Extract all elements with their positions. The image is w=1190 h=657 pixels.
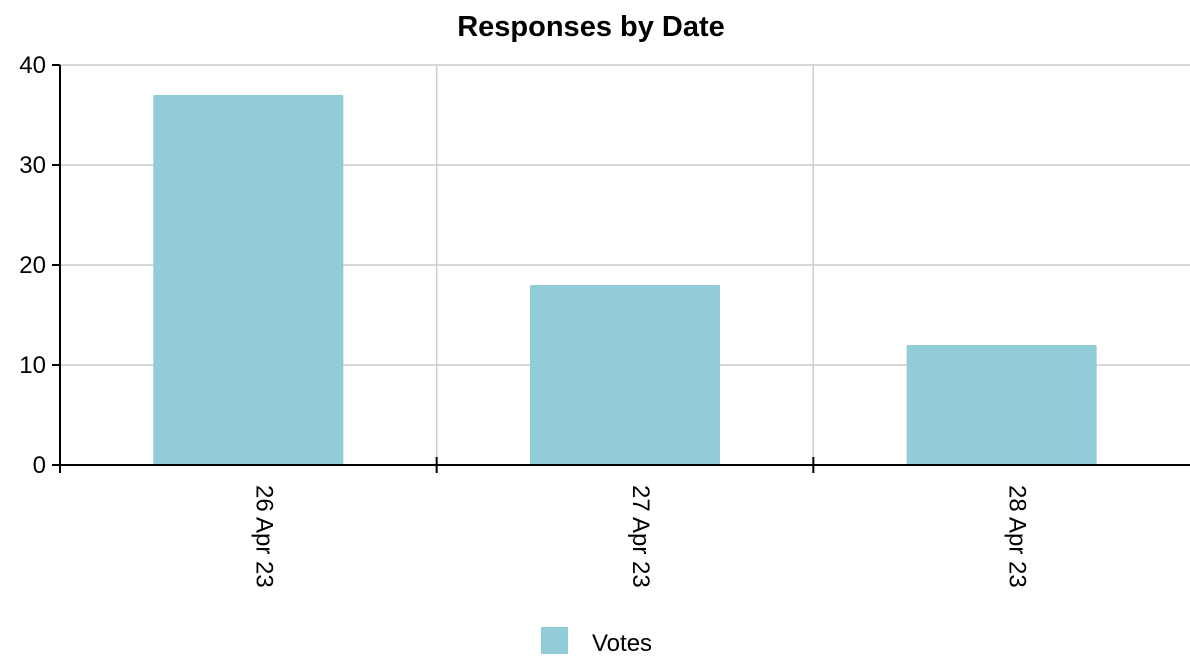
y-tick-label: 10 <box>19 352 46 379</box>
x-tick-label: 26 Apr 23 <box>250 485 277 588</box>
x-tick-label: 28 Apr 23 <box>1004 485 1031 588</box>
chart-title: Responses by Date <box>457 11 725 43</box>
y-tick-label: 20 <box>19 252 46 279</box>
y-tick-label: 40 <box>19 52 46 79</box>
axes <box>52 65 1190 473</box>
y-tick-label: 0 <box>33 452 46 479</box>
bar <box>906 345 1097 465</box>
x-tick-label: 27 Apr 23 <box>627 485 654 588</box>
x-axis-ticks: 26 Apr 23 27 Apr 23 28 Apr 23 <box>250 457 1031 588</box>
y-tick-label: 30 <box>19 152 46 179</box>
legend-swatch-votes <box>541 627 568 654</box>
bars <box>153 95 1097 465</box>
legend: Votes <box>541 627 652 657</box>
bar <box>530 285 720 465</box>
y-axis-ticks: 0 10 20 30 40 <box>19 52 60 479</box>
bar <box>153 95 344 465</box>
legend-label-votes: Votes <box>592 630 652 657</box>
